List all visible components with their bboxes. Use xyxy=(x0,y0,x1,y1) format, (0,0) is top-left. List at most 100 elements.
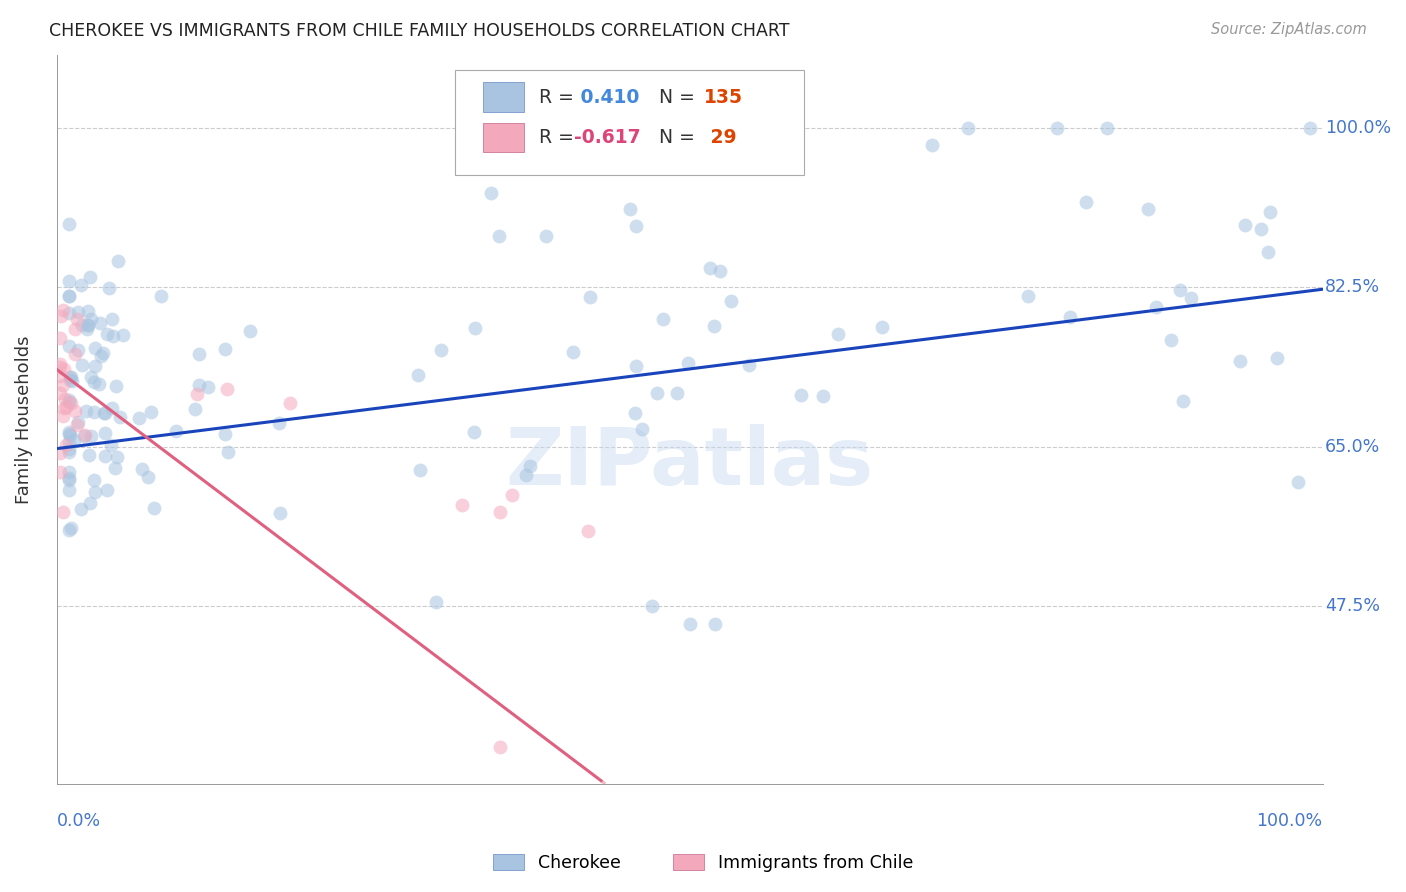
Point xyxy=(184,401,207,416)
Point xyxy=(149,289,172,303)
Point xyxy=(83,341,105,355)
Text: CHEROKEE VS IMMIGRANTS FROM CHILE FAMILY HOUSEHOLDS CORRELATION CHART: CHEROKEE VS IMMIGRANTS FROM CHILE FAMILY… xyxy=(49,22,790,40)
Text: 47.5%: 47.5% xyxy=(1326,598,1381,615)
Point xyxy=(93,406,115,420)
Point xyxy=(515,467,537,482)
Point xyxy=(790,388,813,402)
Point xyxy=(1257,244,1279,259)
Point xyxy=(63,322,86,336)
Point xyxy=(53,401,76,416)
Point xyxy=(1137,202,1160,216)
Point xyxy=(813,389,835,403)
Point xyxy=(239,325,262,339)
Point xyxy=(58,523,80,537)
Point xyxy=(215,382,238,396)
Point xyxy=(108,409,131,424)
Point xyxy=(111,327,134,342)
Point xyxy=(408,463,430,477)
Point xyxy=(96,326,118,341)
Point xyxy=(79,429,101,443)
Point xyxy=(679,617,702,632)
Text: Source: ZipAtlas.com: Source: ZipAtlas.com xyxy=(1211,22,1367,37)
Point xyxy=(96,483,118,497)
Point xyxy=(52,409,75,423)
Point xyxy=(58,425,80,440)
Point xyxy=(67,415,90,429)
Point xyxy=(1286,475,1309,490)
Point xyxy=(703,318,725,333)
Text: ZIPatlas: ZIPatlas xyxy=(506,425,873,502)
Point xyxy=(1299,121,1322,136)
Point xyxy=(58,442,80,457)
Point xyxy=(1017,289,1039,303)
Point xyxy=(52,303,75,318)
Point xyxy=(1076,194,1098,209)
Point xyxy=(623,406,645,420)
Point xyxy=(98,281,121,295)
Point xyxy=(52,504,75,518)
Text: -0.617: -0.617 xyxy=(575,128,641,146)
Point xyxy=(90,349,112,363)
Point xyxy=(406,368,429,382)
Point xyxy=(704,617,727,632)
Point xyxy=(59,428,82,442)
Point xyxy=(58,274,80,288)
Point xyxy=(430,343,453,358)
Point xyxy=(450,498,472,512)
Point xyxy=(267,416,290,430)
Point xyxy=(55,438,77,452)
Point xyxy=(676,355,699,369)
Point xyxy=(827,326,849,341)
Point xyxy=(49,309,72,323)
Point xyxy=(77,318,100,333)
Point xyxy=(84,359,107,373)
Point xyxy=(70,277,93,292)
Point xyxy=(142,501,165,516)
Point xyxy=(619,202,641,216)
Point xyxy=(278,396,301,410)
Point xyxy=(83,473,105,487)
Point xyxy=(214,426,236,441)
Point xyxy=(488,228,510,243)
Point xyxy=(58,305,80,319)
Point xyxy=(1097,121,1119,136)
Point xyxy=(79,370,101,384)
Point xyxy=(666,385,689,400)
Point xyxy=(534,229,557,244)
Point xyxy=(49,368,72,383)
Point xyxy=(55,401,77,415)
Text: 0.410: 0.410 xyxy=(575,87,640,106)
Point xyxy=(49,357,72,371)
Point xyxy=(105,379,128,393)
Point xyxy=(576,148,599,162)
Point xyxy=(77,448,100,462)
Point xyxy=(59,370,82,384)
Text: N =: N = xyxy=(647,87,700,106)
Point xyxy=(65,403,87,417)
Point xyxy=(187,347,209,361)
Point xyxy=(100,438,122,452)
Point xyxy=(652,312,675,326)
Point xyxy=(76,322,98,336)
Point xyxy=(58,445,80,459)
Point xyxy=(65,347,87,361)
Point xyxy=(59,521,82,535)
Point xyxy=(626,219,648,233)
Point xyxy=(870,320,893,334)
Point xyxy=(720,293,742,308)
Point xyxy=(66,418,89,433)
Text: N =: N = xyxy=(647,128,700,146)
Point xyxy=(93,406,115,420)
Point xyxy=(269,506,291,520)
Point xyxy=(49,446,72,460)
Point xyxy=(58,218,80,232)
Point xyxy=(73,428,96,442)
Point xyxy=(1233,219,1256,233)
Point xyxy=(488,740,510,755)
Point xyxy=(488,505,510,519)
Point xyxy=(53,392,76,406)
Point xyxy=(709,264,731,278)
Point xyxy=(94,449,117,463)
Point xyxy=(1168,283,1191,297)
Point xyxy=(66,304,89,318)
